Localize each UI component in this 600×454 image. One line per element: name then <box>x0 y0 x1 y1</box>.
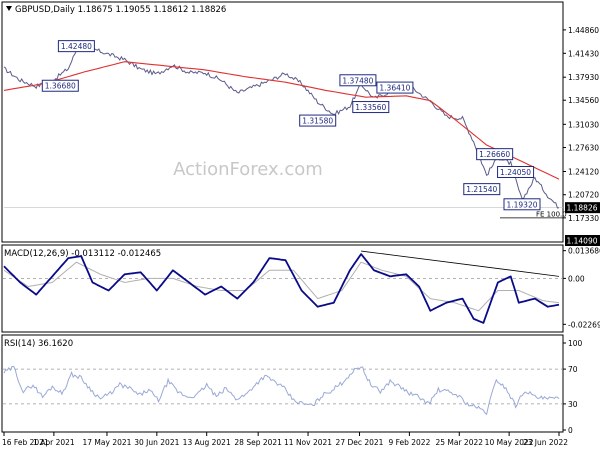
price-header: GBPUSD,Daily 1.18675 1.19055 1.18612 1.1… <box>6 5 226 15</box>
rsi-series-layer <box>3 365 563 416</box>
swing-label-text: 1.42480 <box>61 42 92 51</box>
x-tick-label: 16 Feb 2021 <box>2 438 49 447</box>
macd-tick-label: 0.013686 <box>568 247 600 256</box>
x-tick-label: 28 Sep 2021 <box>234 438 282 447</box>
bottom-price-label: 1.14090 <box>566 237 597 246</box>
swing-label-box <box>41 79 79 92</box>
macd-trendline <box>361 250 560 277</box>
macd-tick-label: -0.022698 <box>568 320 600 329</box>
swing-label: 1.37480 <box>339 74 377 87</box>
swing-label-text: 1.21540 <box>466 185 497 194</box>
last-price-box <box>565 202 600 214</box>
fe-label: FE 100.0 <box>536 210 567 218</box>
x-tick-label: 30 Jun 2021 <box>134 438 179 447</box>
swing-label-text: 1.33560 <box>355 103 386 112</box>
swing-label: 1.19320 <box>503 198 541 211</box>
x-tick-label: 10 May 2022 <box>485 438 534 447</box>
rsi-tick-label: 0 <box>568 426 573 435</box>
last-price-tag: 1.18826 <box>565 202 600 214</box>
price-header-text: GBPUSD,Daily 1.18675 1.19055 1.18612 1.1… <box>15 5 226 15</box>
swing-label-text: 1.37480 <box>342 76 373 85</box>
swing-label-box <box>497 165 535 178</box>
swing-label-box <box>463 183 501 196</box>
swing-label-text: 1.31580 <box>302 117 333 126</box>
swing-label-text: 1.36410 <box>379 84 410 93</box>
rsi-y-axis: 100 70 30 0 <box>563 339 583 435</box>
rsi-panel-frame <box>1 334 564 433</box>
swing-label: 1.36680 <box>41 79 79 92</box>
swing-label-box <box>376 81 414 94</box>
rsi-header: RSI(14) 36.1620 <box>4 339 73 349</box>
price-line <box>3 46 560 209</box>
macd-header: MACD(12,26,9) -0.013112 -0.012465 <box>4 249 161 259</box>
swing-label-text: 1.24050 <box>500 168 531 177</box>
price-tick-label: 1.44860 <box>568 26 599 35</box>
swing-label: 1.24050 <box>497 165 535 178</box>
swing-label-box <box>299 114 337 127</box>
price-tick-label: 1.17330 <box>568 214 599 223</box>
macd-y-axis: 0.013686 0.00 -0.022698 <box>563 247 600 329</box>
price-series-layer <box>3 46 563 209</box>
swing-label-box <box>503 198 541 211</box>
macd-panel-frame <box>1 244 564 333</box>
rsi-line <box>3 365 560 416</box>
price-tick-label: 1.31030 <box>568 120 599 129</box>
last-price-label: 1.18826 <box>566 204 597 213</box>
swing-label-text: 1.19320 <box>506 200 537 209</box>
x-tick-label: 11 Nov 2021 <box>284 438 332 447</box>
bottom-price-box <box>565 235 600 246</box>
swing-labels-layer: 1.42480 1.36680 1.37480 1.36410 1.33560 1.315… <box>41 40 541 211</box>
sma-line <box>3 61 560 180</box>
price-tick-label: 1.37930 <box>568 73 599 82</box>
rsi-tick-label: 100 <box>568 339 583 348</box>
x-tick-label: 13 Aug 2021 <box>183 438 231 447</box>
swing-label-box <box>476 148 514 161</box>
x-tick-label: 23 Jun 2022 <box>523 438 568 447</box>
swing-label: 1.36410 <box>376 81 414 94</box>
x-tick-label: 9 Feb 2022 <box>388 438 430 447</box>
swing-label: 1.31580 <box>299 114 337 127</box>
collapse-triangle-icon <box>6 6 12 11</box>
swing-label: 1.21540 <box>463 183 501 196</box>
swing-label-text: 1.36680 <box>45 82 76 91</box>
rsi-tick-label: 30 <box>568 400 578 409</box>
x-tick-label: 1 Apr 2021 <box>33 438 75 447</box>
price-y-axis: 1.44860 1.41430 1.37930 1.34560 1.31030 1.276… <box>563 26 599 223</box>
price-panel-frame <box>1 1 564 243</box>
price-tick-label: 1.34560 <box>568 96 599 105</box>
swing-label: 1.33560 <box>352 101 390 114</box>
macd-tick-label: 0.00 <box>568 274 585 283</box>
price-tick-label: 1.20720 <box>568 191 599 200</box>
macd-series-layer <box>3 250 563 324</box>
x-tick-label: 17 May 2021 <box>83 438 132 447</box>
bottom-price-tag: 1.14090 <box>565 235 600 246</box>
rsi-tick-label: 70 <box>568 365 578 374</box>
price-tick-label: 1.41430 <box>568 49 599 58</box>
swing-label-box <box>339 74 377 87</box>
swing-label: 1.42480 <box>57 40 95 53</box>
swing-label-box <box>57 40 95 53</box>
price-tick-label: 1.24120 <box>568 168 599 177</box>
x-tick-label: 25 Mar 2022 <box>435 438 483 447</box>
watermark: ActionForex.com <box>173 159 323 180</box>
macd-line <box>3 253 560 324</box>
fe-level: FE 100.0 <box>500 210 567 218</box>
price-tick-label: 1.27630 <box>568 144 599 153</box>
swing-label: 1.26660 <box>476 148 514 161</box>
x-tick-label: 27 Dec 2021 <box>336 438 384 447</box>
swing-label-text: 1.26660 <box>479 150 510 159</box>
swing-label-box <box>352 101 390 114</box>
